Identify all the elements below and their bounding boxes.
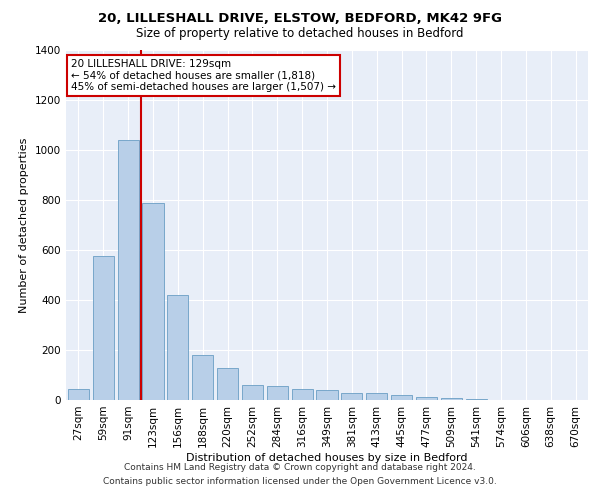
Text: Contains public sector information licensed under the Open Government Licence v3: Contains public sector information licen… [103, 478, 497, 486]
Bar [341, 393, 362, 400]
Text: 20 LILLESHALL DRIVE: 129sqm
← 54% of detached houses are smaller (1,818)
45% of : 20 LILLESHALL DRIVE: 129sqm ← 54% of det… [71, 59, 336, 92]
Bar [93, 256, 114, 400]
X-axis label: Distribution of detached houses by size in Bedford: Distribution of detached houses by size … [186, 452, 468, 462]
Bar [316, 390, 338, 400]
Bar [192, 355, 213, 400]
Text: Size of property relative to detached houses in Bedford: Size of property relative to detached ho… [136, 28, 464, 40]
Bar [441, 398, 462, 400]
Text: 20, LILLESHALL DRIVE, ELSTOW, BEDFORD, MK42 9FG: 20, LILLESHALL DRIVE, ELSTOW, BEDFORD, M… [98, 12, 502, 26]
Bar [118, 140, 139, 400]
Bar [416, 396, 437, 400]
Bar [242, 385, 263, 400]
Bar [366, 393, 387, 400]
Bar [391, 395, 412, 400]
Bar [167, 295, 188, 400]
Text: Contains HM Land Registry data © Crown copyright and database right 2024.: Contains HM Land Registry data © Crown c… [124, 464, 476, 472]
Bar [217, 368, 238, 400]
Bar [267, 386, 288, 400]
Bar [142, 202, 164, 400]
Bar [68, 389, 89, 400]
Bar [466, 399, 487, 400]
Bar [292, 388, 313, 400]
Y-axis label: Number of detached properties: Number of detached properties [19, 138, 29, 312]
